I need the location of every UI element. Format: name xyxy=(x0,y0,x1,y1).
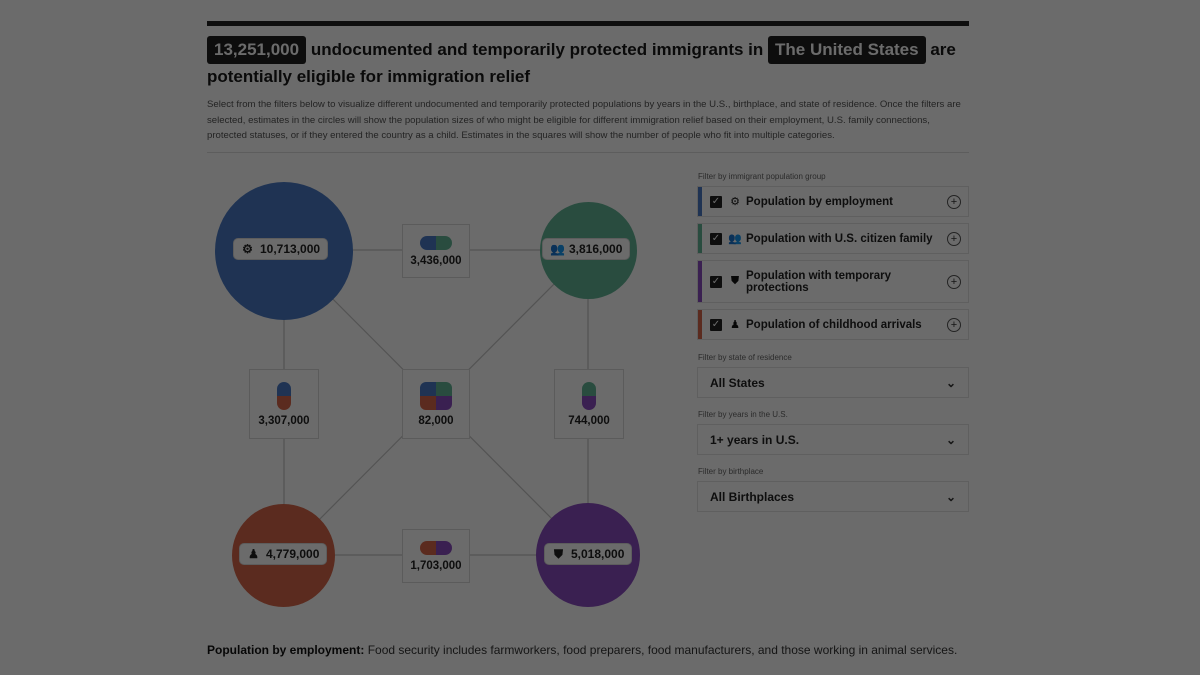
overlap-pill xyxy=(420,540,452,555)
divider xyxy=(207,152,969,153)
filter-childhood[interactable]: ✓ ♟ Population of childhood arrivals + xyxy=(698,310,968,339)
overlap-pill xyxy=(420,235,452,250)
family-value: 👥 3,816,000 xyxy=(543,239,630,259)
overlap-childhood-protections[interactable]: 1,703,000 xyxy=(402,529,470,583)
overlap-value: 82,000 xyxy=(418,414,454,427)
chevron-down-icon: ⌄ xyxy=(945,375,956,390)
shield-icon: ⛊ xyxy=(553,546,563,561)
intro-text: Select from the filters below to visuali… xyxy=(207,99,961,141)
checkbox-protections[interactable]: ✓ xyxy=(710,275,722,288)
filter-family[interactable]: ✓ 👥 Population with U.S. citizen family … xyxy=(698,224,968,253)
family-value-text: 3,816,000 xyxy=(569,242,623,256)
shield-icon: ⛊ xyxy=(730,275,740,287)
protections-value: ⛊ 5,018,000 xyxy=(545,544,632,564)
childhood-value: ♟ 4,779,000 xyxy=(240,544,327,564)
overlap-employment-childhood[interactable]: 3,307,000 xyxy=(249,369,319,439)
state-select[interactable]: All States ⌄ xyxy=(698,368,968,397)
headline: 13,251,000 undocumented and temporarily … xyxy=(207,36,977,90)
headline-text-a: undocumented and temporarily protected i… xyxy=(310,40,764,59)
expand-plus-icon[interactable]: + xyxy=(947,274,961,289)
overlap-pill xyxy=(277,381,291,410)
birthplace-select-value: All Birthplaces xyxy=(710,489,795,504)
child-icon: ♟ xyxy=(730,319,740,331)
overlap-family-protections[interactable]: 744,000 xyxy=(554,369,624,439)
top-rule xyxy=(207,21,969,26)
expand-plus-icon[interactable]: + xyxy=(947,317,961,332)
chevron-down-icon: ⌄ xyxy=(945,489,956,504)
family-icon: 👥 xyxy=(728,233,742,245)
overlap-employment-family[interactable]: 3,436,000 xyxy=(402,224,470,278)
filter-employment-label: Population by employment xyxy=(746,195,893,208)
location-badge[interactable]: The United States xyxy=(768,36,926,64)
filter-protections-label: Population with temporary protections xyxy=(746,269,892,294)
overlap-pill xyxy=(582,381,596,410)
filter-protections[interactable]: ✓ ⛊ Population with temporary protection… xyxy=(698,261,968,302)
footnote: Population by employment: Food security … xyxy=(207,643,957,657)
relief-diagram: ⚙ 10,713,000 👥 3,816,000 ♟ 4,779,000 ⛊ 5… xyxy=(200,170,670,620)
color-bar xyxy=(698,187,702,216)
chevron-down-icon: ⌄ xyxy=(945,432,956,447)
filter-family-label: Population with U.S. citizen family xyxy=(746,232,933,245)
group-filter-label: Filter by immigrant population group xyxy=(698,172,826,181)
overlap-value: 1,703,000 xyxy=(410,559,462,572)
childhood-value-text: 4,779,000 xyxy=(266,547,320,561)
overlap-value: 3,307,000 xyxy=(258,414,310,427)
overlap-all-four[interactable]: 82,000 xyxy=(402,369,470,439)
gear-icon: ⚙ xyxy=(730,196,740,208)
child-icon: ♟ xyxy=(248,546,259,561)
overlap-grid xyxy=(420,381,452,410)
employment-value: ⚙ 10,713,000 xyxy=(234,239,328,259)
footnote-label: Population by employment: xyxy=(207,643,365,657)
years-select-value: 1+ years in U.S. xyxy=(710,432,800,447)
checkbox-family[interactable]: ✓ xyxy=(710,232,722,245)
years-select[interactable]: 1+ years in U.S. ⌄ xyxy=(698,425,968,454)
expand-plus-icon[interactable]: + xyxy=(947,194,961,209)
birthplace-select[interactable]: All Birthplaces ⌄ xyxy=(698,482,968,511)
family-icon: 👥 xyxy=(550,241,565,256)
filter-employment[interactable]: ✓ ⚙ Population by employment + xyxy=(698,187,968,216)
birthplace-filter-label: Filter by birthplace xyxy=(698,467,764,476)
gear-icon: ⚙ xyxy=(242,241,253,256)
protections-value-text: 5,018,000 xyxy=(571,547,625,561)
checkbox-employment[interactable]: ✓ xyxy=(710,195,722,208)
overlap-value: 744,000 xyxy=(568,414,610,427)
expand-plus-icon[interactable]: + xyxy=(947,231,961,246)
color-bar xyxy=(698,261,702,302)
filter-panel: Filter by immigrant population group ✓ ⚙… xyxy=(698,172,968,524)
overlap-value: 3,436,000 xyxy=(410,254,462,267)
state-select-value: All States xyxy=(710,375,765,390)
checkbox-childhood[interactable]: ✓ xyxy=(710,318,722,331)
filter-childhood-label: Population of childhood arrivals xyxy=(746,318,922,331)
color-bar xyxy=(698,224,702,253)
years-filter-label: Filter by years in the U.S. xyxy=(698,410,788,419)
footnote-text: Food security includes farmworkers, food… xyxy=(367,643,958,657)
total-count-badge[interactable]: 13,251,000 xyxy=(207,36,307,64)
employment-value-text: 10,713,000 xyxy=(260,242,321,256)
state-filter-label: Filter by state of residence xyxy=(698,353,792,362)
color-bar xyxy=(698,310,702,339)
